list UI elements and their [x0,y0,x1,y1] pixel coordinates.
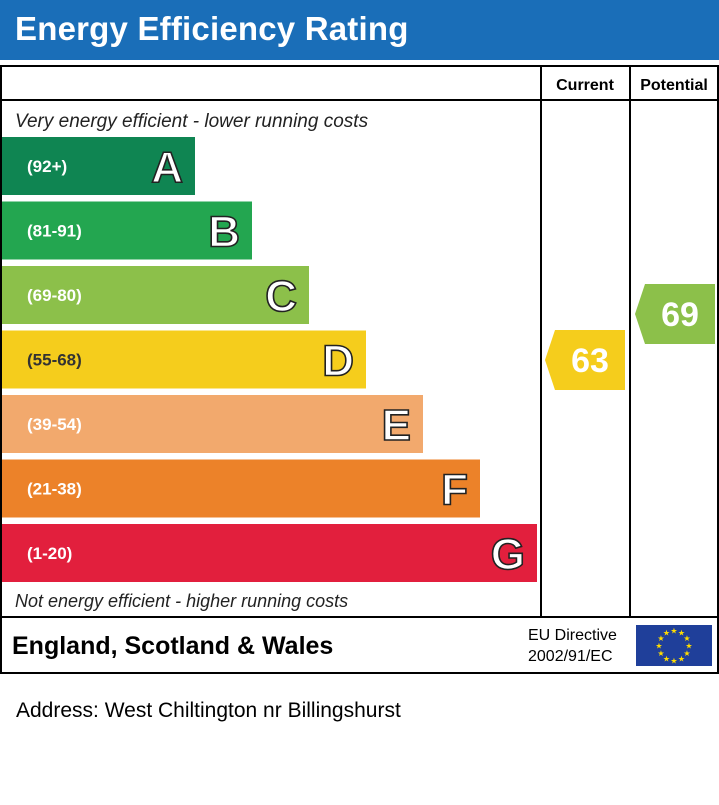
eu-star-icon: ★ [678,654,685,663]
band-letter-c: C [265,272,297,321]
eu-star-icon: ★ [670,627,677,636]
potential-column-label: Potential [640,77,708,94]
eu-flag-icon [636,625,712,666]
band-range-g: (1-20) [27,544,72,563]
band-letter-e: E [382,401,411,450]
header-bar: Energy Efficiency Rating [0,0,719,60]
current-rating-arrow [545,330,625,391]
directive-line-1: EU Directive [528,627,617,644]
page-title: Energy Efficiency Rating [15,10,409,47]
chart-frame [0,65,719,674]
band-range-e: (39-54) [27,415,82,434]
band-d [2,330,366,389]
eu-star-icon: ★ [683,634,690,643]
band-range-f: (21-38) [27,480,82,499]
eu-star-icon: ★ [655,642,662,651]
potential-rating-arrow [635,284,715,344]
band-range-a: (92+) [27,157,67,176]
band-range-c: (69-80) [27,286,82,305]
band-f [2,459,480,518]
band-e [2,395,423,453]
efficient-note: Very energy efficient - lower running co… [15,111,369,132]
directive-line-2: 2002/91/EC [528,648,613,665]
region-label: England, Scotland & Wales [12,632,333,660]
rating-bands: (92+) A (81-91) B (69-80) C (55-68) D (39-54) E (2… [2,137,537,582]
band-letter-d: D [322,337,354,386]
current-column-label: Current [556,77,614,94]
eu-star-icon: ★ [683,649,690,658]
eu-star-icon: ★ [663,654,670,663]
eu-star-icon: ★ [678,629,685,638]
band-b [2,201,252,260]
band-letter-f: F [441,466,468,515]
eu-star-icon: ★ [663,629,670,638]
inefficient-note: Not energy efficient - higher running co… [15,591,348,611]
eu-star-icon: ★ [670,657,677,666]
rating-arrows: 63 69 [545,284,715,391]
band-range-d: (55-68) [27,351,82,370]
band-letter-g: G [491,530,525,579]
band-g [2,524,537,582]
band-range-b: (81-91) [27,222,82,241]
band-a [2,137,195,195]
eu-star-icon: ★ [657,634,664,643]
band-c [2,266,309,324]
potential-rating-value: 69 [661,296,699,334]
band-letter-b: B [208,208,240,257]
current-rating-value: 63 [571,342,609,380]
eu-star-icon: ★ [657,649,664,658]
band-letter-a: A [151,143,183,192]
eu-star-icon: ★ [685,642,692,651]
eu-stars-icon: ★ ★★★★★★★★★★★ [655,627,692,666]
address-text: Address: West Chiltington nr Billingshur… [16,699,401,722]
